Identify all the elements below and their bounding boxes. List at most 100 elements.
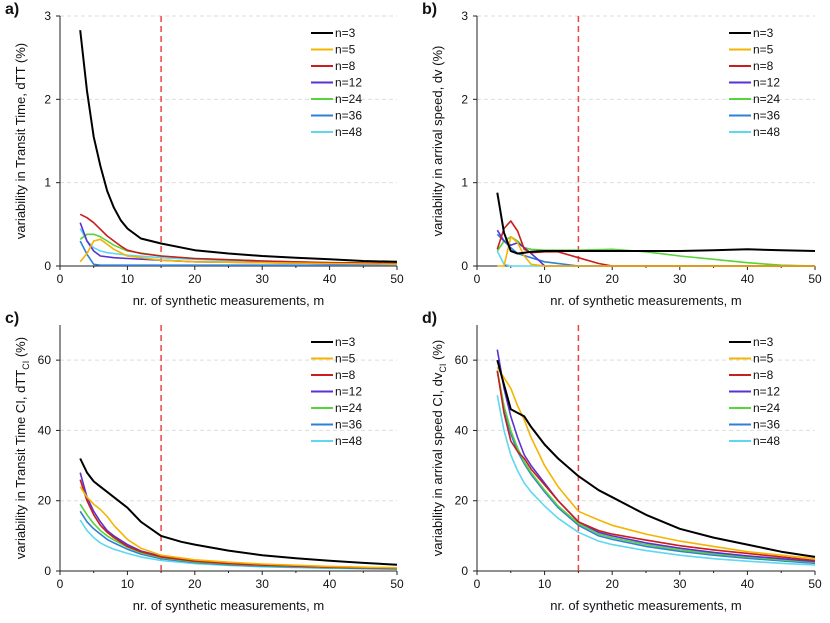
series-line-n5 (79, 486, 398, 569)
legend-label: n=48 (335, 125, 362, 139)
y-tick-label: 2 (461, 92, 468, 106)
x-axis-label: nr. of synthetic measurements, m (133, 293, 324, 308)
chart-panel-c: 0 10 20 30 40 50 0 20 40 60 nr. of synthetic measu… (5, 310, 404, 613)
chart-panel-b: 0 10 20 30 40 50 0 1 2 3 nr. of synthetic measurem… (422, 1, 822, 308)
legend-label: n=3 (335, 26, 356, 40)
y-tick-label: 20 (38, 494, 52, 508)
x-tick-label: 20 (606, 272, 620, 286)
y-tick-label: 0 (461, 564, 468, 578)
series-line-n8 (79, 479, 398, 569)
legend-label: n=12 (753, 76, 780, 90)
x-axis-label: nr. of synthetic measurements, m (550, 598, 741, 613)
y-tick-label: 60 (38, 353, 52, 367)
x-tick-label: 50 (390, 272, 404, 286)
y-tick-label: 40 (38, 423, 52, 437)
y-tick-label: 60 (455, 353, 469, 367)
x-tick-label: 30 (256, 577, 270, 591)
legend-label: n=5 (753, 43, 774, 57)
y-axis-label: variability in arrival speed, dv (%) (430, 46, 445, 237)
legend-label: n=8 (335, 59, 356, 73)
legend-label: n=3 (753, 335, 774, 349)
x-tick-label: 10 (538, 272, 552, 286)
x-tick-label: 50 (808, 577, 822, 591)
y-axis-label-unit: (%) (430, 340, 445, 364)
series-line-n8 (496, 370, 816, 562)
legend-label: n=36 (335, 418, 362, 432)
y-tick-label: 2 (44, 92, 51, 106)
legend-label: n=36 (335, 109, 362, 123)
chart-panel-a: 0 10 20 30 40 50 0 1 2 3 nr. of synthetic measurem… (5, 1, 404, 308)
legend-label: n=48 (335, 434, 362, 448)
series-line-n24 (496, 370, 816, 563)
legend-label: n=3 (753, 26, 774, 40)
y-axis-label: variability in Transit Time, dTT (%) (13, 43, 28, 239)
legend-label: n=5 (753, 352, 774, 366)
legend-label: n=24 (753, 92, 780, 106)
x-tick-label: 50 (390, 577, 404, 591)
chart-panel-d: 0 10 20 30 40 50 0 20 40 60 nr. of synthetic measu… (422, 310, 822, 613)
x-tick-label: 0 (474, 272, 481, 286)
series-line-n3 (496, 359, 816, 558)
x-tick-label: 40 (741, 272, 755, 286)
legend-label: n=8 (335, 368, 356, 382)
x-tick-label: 40 (323, 272, 337, 286)
series-line-n8 (79, 213, 398, 265)
x-tick-label: 30 (673, 577, 687, 591)
series-line-n5 (497, 236, 815, 267)
legend-label: n=8 (753, 368, 774, 382)
x-tick-label: 30 (673, 272, 687, 286)
series-line-n5 (79, 238, 398, 266)
y-tick-label: 0 (44, 564, 51, 578)
x-tick-label: 0 (57, 577, 64, 591)
y-axis-label-subscript: CI (21, 361, 31, 370)
y-axis-label: variability in Transit Time CI, dTTCI (%… (13, 337, 31, 559)
series-line-n24 (79, 503, 398, 570)
legend-label: n=48 (753, 434, 780, 448)
legend-label: n=3 (335, 335, 356, 349)
y-axis-label: variability in arrival speed CI, dvCI (%… (430, 340, 448, 556)
y-tick-label: 0 (461, 259, 468, 273)
panel-label: b) (422, 1, 437, 18)
x-tick-label: 30 (256, 272, 270, 286)
legend-label: n=24 (335, 401, 362, 415)
series-line-n8 (496, 220, 815, 267)
series-line-n12 (496, 229, 815, 267)
series-line-n48 (496, 395, 816, 566)
y-axis-label-main: variability in Transit Time CI, dTT (13, 370, 28, 559)
y-tick-label: 0 (44, 259, 51, 273)
legend-label: n=12 (753, 385, 780, 399)
legend-label: n=5 (335, 352, 356, 366)
legend-label: n=24 (335, 92, 362, 106)
y-axis-label-unit: (%) (13, 337, 28, 361)
series-line-n3 (496, 192, 816, 255)
panel-label: a) (5, 1, 19, 18)
x-tick-label: 20 (188, 272, 202, 286)
y-tick-label: 3 (44, 9, 51, 23)
y-axis-label-main: variability in arrival speed CI, dv (430, 372, 445, 556)
panel-label: c) (5, 310, 19, 327)
x-axis-label: nr. of synthetic measurements, m (550, 293, 741, 308)
legend-label: n=36 (753, 109, 780, 123)
legend-label: n=24 (753, 401, 780, 415)
x-tick-label: 0 (474, 577, 481, 591)
x-tick-label: 10 (121, 272, 135, 286)
x-tick-label: 0 (57, 272, 64, 286)
legend-label: n=12 (335, 76, 362, 90)
x-tick-label: 40 (323, 577, 337, 591)
x-axis-label: nr. of synthetic measurements, m (133, 598, 324, 613)
y-tick-label: 1 (44, 176, 51, 190)
y-tick-label: 3 (461, 9, 468, 23)
series-line-n36 (496, 370, 816, 565)
y-tick-label: 20 (455, 494, 469, 508)
y-tick-label: 1 (461, 176, 468, 190)
legend-label: n=8 (753, 59, 774, 73)
series-line-n5 (496, 366, 816, 560)
x-tick-label: 40 (741, 577, 755, 591)
legend-label: n=12 (335, 385, 362, 399)
x-tick-label: 10 (538, 577, 552, 591)
series-line-n36 (79, 240, 397, 267)
y-axis-label-subscript: CI (438, 364, 448, 373)
x-tick-label: 10 (121, 577, 135, 591)
x-tick-label: 50 (808, 272, 822, 286)
